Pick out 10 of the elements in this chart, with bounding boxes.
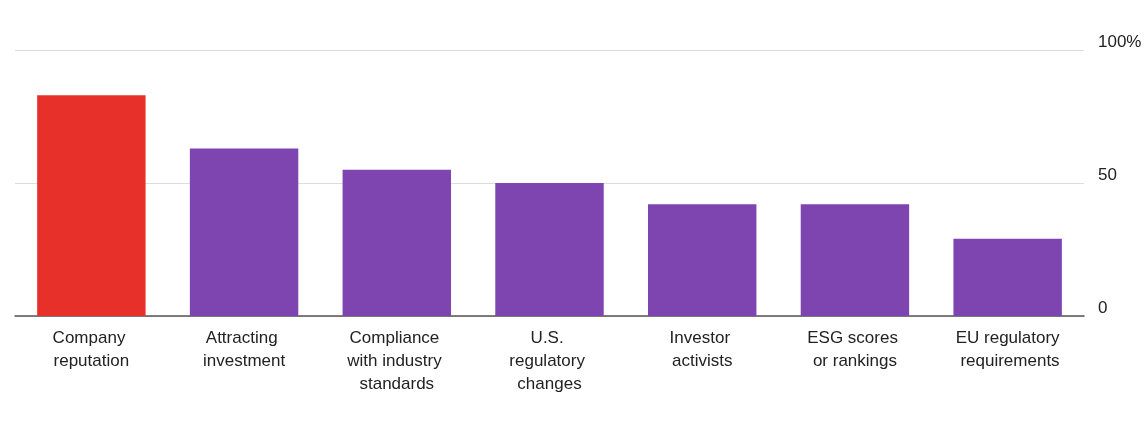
x-tick-label: EU regulatory requirements: [955, 328, 1061, 370]
y-tick-label: 50: [1098, 165, 1117, 184]
x-tick-label: U.S. regulatory changes: [509, 328, 590, 393]
x-tick-label: Compliance with industry standards: [346, 328, 447, 393]
x-tick-label: Company reputation: [52, 328, 131, 370]
x-tick-label: Attracting investment: [202, 328, 286, 370]
y-tick-label: 0: [1098, 298, 1108, 317]
y-tick-label: 100%: [1098, 32, 1142, 51]
x-tick-label: ESG scores or rankings: [807, 328, 903, 370]
x-tick-label: Investor activists: [669, 328, 735, 370]
